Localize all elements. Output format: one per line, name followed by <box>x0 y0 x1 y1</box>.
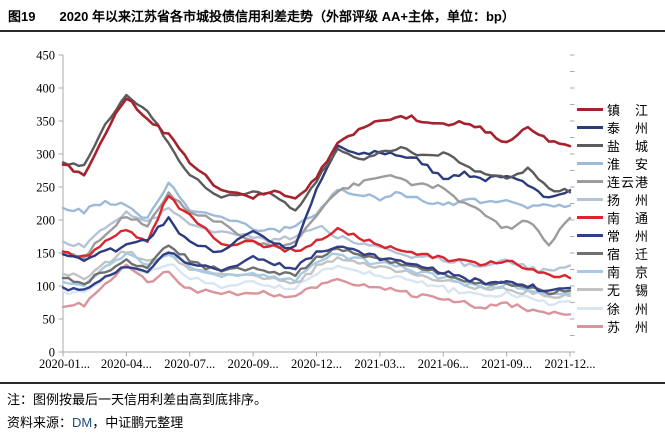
legend-item-huaian: 淮安 <box>577 154 648 172</box>
x-tick-label: 2020-04... <box>101 357 152 371</box>
figure-number: 图19 <box>8 9 36 24</box>
y-tick-label: 250 <box>36 181 55 195</box>
legend-item-yangzhou: 扬州 <box>577 190 648 208</box>
line-nanjing <box>61 252 572 297</box>
legend-item-suqian: 宿迁 <box>577 245 648 263</box>
x-tick-label: 2021-06... <box>418 357 469 371</box>
figure-title-text: 2020 年以来江苏省各市城投债信用利差走势（外部评级 AA+主体，单位：bp） <box>59 9 515 24</box>
legend-swatch-zhenjiang <box>577 107 603 111</box>
line-changzhou <box>61 245 572 293</box>
y-tick-label: 150 <box>36 247 55 261</box>
legend-item-yancheng: 盐城 <box>577 136 648 154</box>
legend-item-changzhou: 常州 <box>577 227 648 245</box>
line-lianyungang <box>61 174 572 260</box>
legend-label-changzhou: 常州 <box>607 229 648 245</box>
y-tick-label: 300 <box>36 148 55 162</box>
legend-label-zhenjiang: 镇江 <box>607 102 648 118</box>
x-tick-label: 2021-09... <box>481 357 532 371</box>
legend-label-nanjing: 南京 <box>607 265 648 281</box>
source-prefix: 资料来源： <box>7 415 73 430</box>
legend-swatch-suzhou <box>577 324 603 328</box>
source-name: DM <box>72 415 93 430</box>
legend-swatch-changzhou <box>577 234 603 238</box>
legend-item-nantong: 南通 <box>577 209 648 227</box>
source-note: 资料来源：DM，中证鹏元整理 <box>7 412 183 431</box>
line-xuzhou <box>61 263 572 307</box>
legend-item-taizhou: 泰州 <box>577 118 648 136</box>
figure-note: 注：图例按最后一天信用利差由高到底排序。 <box>7 392 268 407</box>
legend-label-suqian: 宿迁 <box>607 247 648 263</box>
line-yangzhou <box>61 206 572 274</box>
legend-swatch-xuzhou <box>577 306 603 310</box>
legend-swatch-nantong <box>577 216 603 220</box>
source-suffix: ，中证鹏元整理 <box>92 415 184 430</box>
legend-label-xuzhou: 徐州 <box>607 301 648 317</box>
legend-item-xuzhou: 徐州 <box>577 299 648 317</box>
legend-swatch-yangzhou <box>577 198 603 202</box>
x-tick-label: 2020-12... <box>291 357 342 371</box>
y-tick-label: 200 <box>36 214 55 228</box>
line-suqian <box>61 244 572 296</box>
line-zhenjiang <box>61 97 572 200</box>
legend-swatch-taizhou <box>577 125 603 129</box>
legend-label-wuxi: 无锡 <box>607 283 648 299</box>
notes-divider <box>0 382 665 384</box>
figure-title: 图19 2020 年以来江苏省各市城投债信用利差走势（外部评级 AA+主体，单位：… <box>8 7 658 26</box>
legend-label-suzhou: 苏州 <box>607 319 648 335</box>
legend-label-nantong: 南通 <box>607 211 648 227</box>
line-suzhou <box>61 263 572 316</box>
legend-label-taizhou: 泰州 <box>607 120 648 136</box>
x-tick-label: 2020-01... <box>39 357 90 371</box>
x-tick-label: 2021-12... <box>544 357 595 371</box>
y-tick-label: 350 <box>36 115 55 129</box>
legend-label-lianyungang: 连云港 <box>607 174 648 190</box>
legend-label-huaian: 淮安 <box>607 156 648 172</box>
legend-swatch-yancheng <box>577 143 603 147</box>
chart-legend: 镇江泰州盐城淮安连云港扬州南通常州宿迁南京无锡徐州苏州 <box>577 100 648 335</box>
y-tick-label: 450 <box>36 49 55 63</box>
legend-swatch-wuxi <box>577 288 603 292</box>
x-tick-label: 2020-09... <box>228 357 279 371</box>
legend-swatch-nanjing <box>577 270 603 274</box>
legend-item-wuxi: 无锡 <box>577 281 648 299</box>
legend-swatch-lianyungang <box>577 179 603 183</box>
x-tick-label: 2021-03... <box>354 357 405 371</box>
y-tick-label: 100 <box>36 280 55 294</box>
legend-label-yancheng: 盐城 <box>607 138 648 154</box>
legend-swatch-suqian <box>577 252 603 256</box>
legend-swatch-huaian <box>577 161 603 165</box>
legend-label-yangzhou: 扬州 <box>607 193 648 209</box>
line-taizhou <box>61 144 572 263</box>
title-divider <box>0 30 665 32</box>
legend-item-zhenjiang: 镇江 <box>577 100 648 118</box>
y-tick-label: 400 <box>36 82 55 96</box>
legend-item-lianyungang: 连云港 <box>577 172 648 190</box>
line-wuxi <box>61 250 572 299</box>
legend-item-suzhou: 苏州 <box>577 317 648 335</box>
y-tick-label: 0 <box>49 346 55 360</box>
line-yancheng <box>61 93 572 212</box>
legend-item-nanjing: 南京 <box>577 263 648 281</box>
x-tick-label: 2020-07... <box>164 357 215 371</box>
y-tick-label: 50 <box>43 313 56 327</box>
